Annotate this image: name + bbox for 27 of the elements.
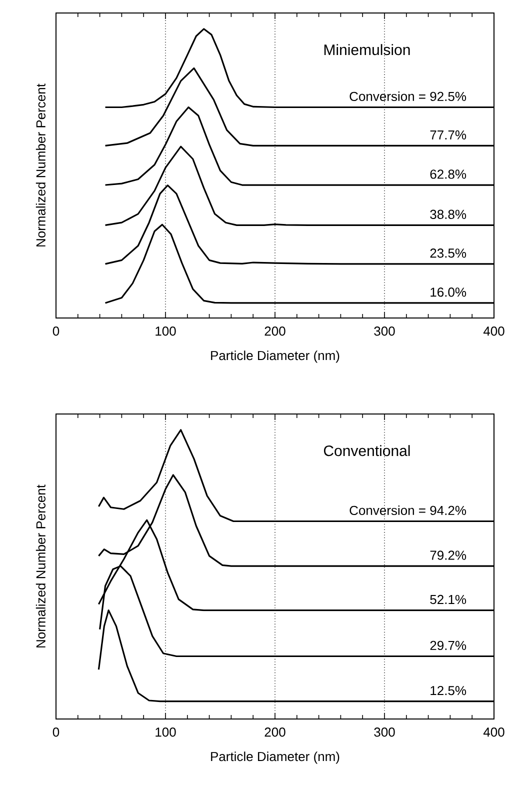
series-label: 79.2% <box>430 550 466 560</box>
annotation: Conventional <box>324 445 410 456</box>
series-label: 29.7% <box>430 640 466 650</box>
x-tick-label: 300 <box>374 728 395 737</box>
annotation: Miniemulsion <box>324 44 410 56</box>
x-tick-label: 400 <box>483 728 504 737</box>
y-axis-title: Normalized Number Percent <box>36 484 46 648</box>
x-tick-label: 200 <box>264 326 286 336</box>
series-label: 16.0% <box>430 288 466 297</box>
series-label: 62.8% <box>430 170 466 179</box>
series-label: Conversion = 94.2% <box>350 506 466 516</box>
series-label: 52.1% <box>430 594 466 604</box>
x-axis-title: Particle Diameter (nm) <box>211 752 340 764</box>
series-label: 38.8% <box>430 210 466 219</box>
x-tick-label: 0 <box>52 326 60 336</box>
series-label: 12.5% <box>430 686 466 696</box>
x-tick-label: 100 <box>156 728 176 737</box>
x-axis-title: Particle Diameter (nm) <box>211 350 340 363</box>
x-tick-label: 200 <box>264 728 286 737</box>
x-tick-label: 300 <box>374 326 395 336</box>
x-tick-label: 0 <box>52 728 60 737</box>
x-tick-label: 400 <box>483 326 504 336</box>
series-label: 23.5% <box>430 248 466 258</box>
x-tick-label: 100 <box>156 326 176 336</box>
y-axis-title: Normalized Number Percent <box>36 84 46 246</box>
series-label: Conversion = 92.5% <box>350 91 466 102</box>
series-label: 77.7% <box>430 130 466 140</box>
